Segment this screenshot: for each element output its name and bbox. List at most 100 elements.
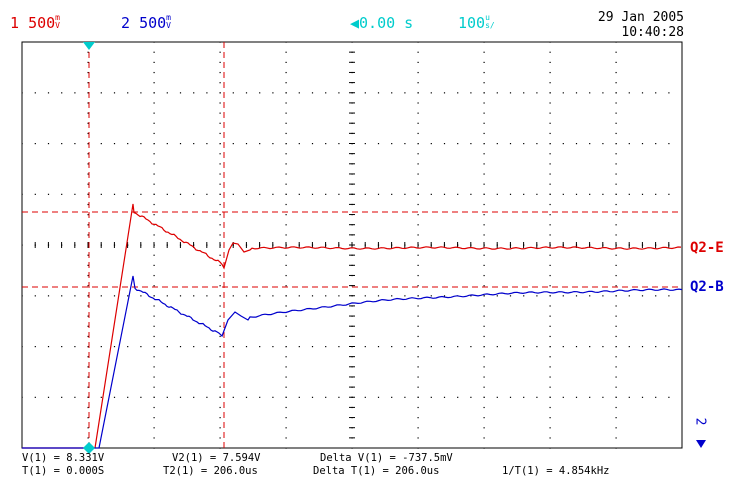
grid-dot (377, 143, 380, 145)
grid-dot (615, 295, 617, 297)
grid-dot (523, 295, 525, 297)
grid-dot (615, 417, 617, 419)
grid-dot (615, 41, 617, 43)
grid-dot (219, 183, 221, 185)
grid-dot (285, 61, 287, 63)
grid-dot (615, 173, 617, 175)
grid-dot (549, 376, 551, 378)
grid-dot (457, 346, 459, 348)
grid-dot (74, 193, 76, 195)
grid-dot (615, 193, 617, 195)
grid-dot (404, 295, 406, 297)
grid-dot (589, 193, 591, 195)
grid-dot (443, 193, 446, 195)
grid-dot (615, 183, 617, 185)
trace-q2-e (22, 203, 682, 449)
grid-dot (285, 406, 287, 409)
grid-dot (589, 143, 591, 145)
grid-dot (153, 122, 155, 124)
grid-dot (483, 254, 485, 256)
grid-dot (153, 163, 155, 165)
grid-dot (285, 51, 287, 53)
grid-dot (166, 295, 168, 297)
grid-dot (285, 163, 287, 165)
grid-dot (61, 346, 63, 348)
grid-dot (219, 224, 221, 226)
grid-dot (219, 386, 221, 388)
meas-t2: T2(1) = 206.0us (163, 465, 258, 477)
grid-dot (87, 61, 89, 63)
grid-dot (140, 346, 142, 348)
grid-dot (285, 122, 287, 124)
grid-dot (641, 346, 644, 348)
grid-dot (193, 92, 195, 94)
grid-dot (641, 396, 644, 398)
grid-dot (523, 346, 525, 348)
grid-dot (615, 82, 617, 84)
grid-dot (285, 254, 287, 256)
trigger-level-marker-icon[interactable] (83, 442, 95, 454)
grid-dot (377, 396, 380, 398)
grid-dot (364, 396, 366, 398)
grid-dot (457, 92, 459, 94)
trigger-position-marker-icon[interactable] (83, 42, 95, 50)
grid-dot (127, 193, 129, 195)
grid-dot (311, 346, 314, 348)
grid-dot (496, 193, 498, 195)
grid-dot (483, 427, 485, 429)
grid-dot (483, 143, 485, 145)
grid-dot (615, 386, 617, 388)
grid-dot (87, 346, 89, 348)
grid-dot (113, 295, 116, 297)
grid-dot (483, 335, 485, 338)
grid-dot (364, 92, 366, 94)
grid-dot (179, 396, 182, 398)
grid-dot (641, 92, 644, 94)
grid-dot (34, 295, 36, 297)
grid-dot (562, 143, 564, 145)
ch2-ground-arrow-icon[interactable] (696, 440, 706, 448)
grid-dot (562, 193, 564, 195)
ch1-number: 1 (10, 14, 20, 32)
grid-dot (47, 193, 50, 195)
grid-dot (417, 143, 419, 145)
grid-dot (470, 295, 472, 297)
grid-dot (245, 346, 248, 348)
grid-dot (219, 335, 221, 338)
grid-dot (219, 417, 221, 419)
grid-dot (206, 295, 208, 297)
grid-dot (377, 295, 380, 297)
grid-dot (87, 214, 89, 216)
grid-dot (140, 92, 142, 94)
grid-dot (285, 224, 287, 226)
grid-dot (74, 295, 76, 297)
grid-dot (285, 315, 287, 317)
grid-dot (113, 143, 116, 145)
grid-dot (127, 143, 129, 145)
grid-dot (153, 274, 155, 277)
grid-dot (575, 295, 578, 297)
grid-dot (417, 356, 419, 358)
grid-dot (193, 143, 195, 145)
grid-dot (219, 295, 221, 297)
grid-dot (87, 163, 89, 165)
grid-dot (404, 396, 406, 398)
grid-dot (391, 193, 393, 195)
ch2-marker-label: 2 (692, 417, 708, 426)
grid-dot (153, 132, 155, 135)
grid-dot (153, 285, 155, 287)
grid-dot (391, 295, 393, 297)
grid-dot (285, 102, 287, 104)
grid-dot (417, 71, 419, 74)
grid-dot (549, 295, 551, 297)
grid-dot (549, 406, 551, 409)
grid-dot (61, 143, 63, 145)
grid-dot (615, 153, 617, 155)
grid-dot (153, 173, 155, 175)
grid-dot (417, 396, 419, 398)
grid-dot (127, 92, 129, 94)
grid-dot (113, 346, 116, 348)
grid-dot (575, 396, 578, 398)
timebase-value: 100 (458, 14, 486, 32)
grid-dot (298, 396, 300, 398)
